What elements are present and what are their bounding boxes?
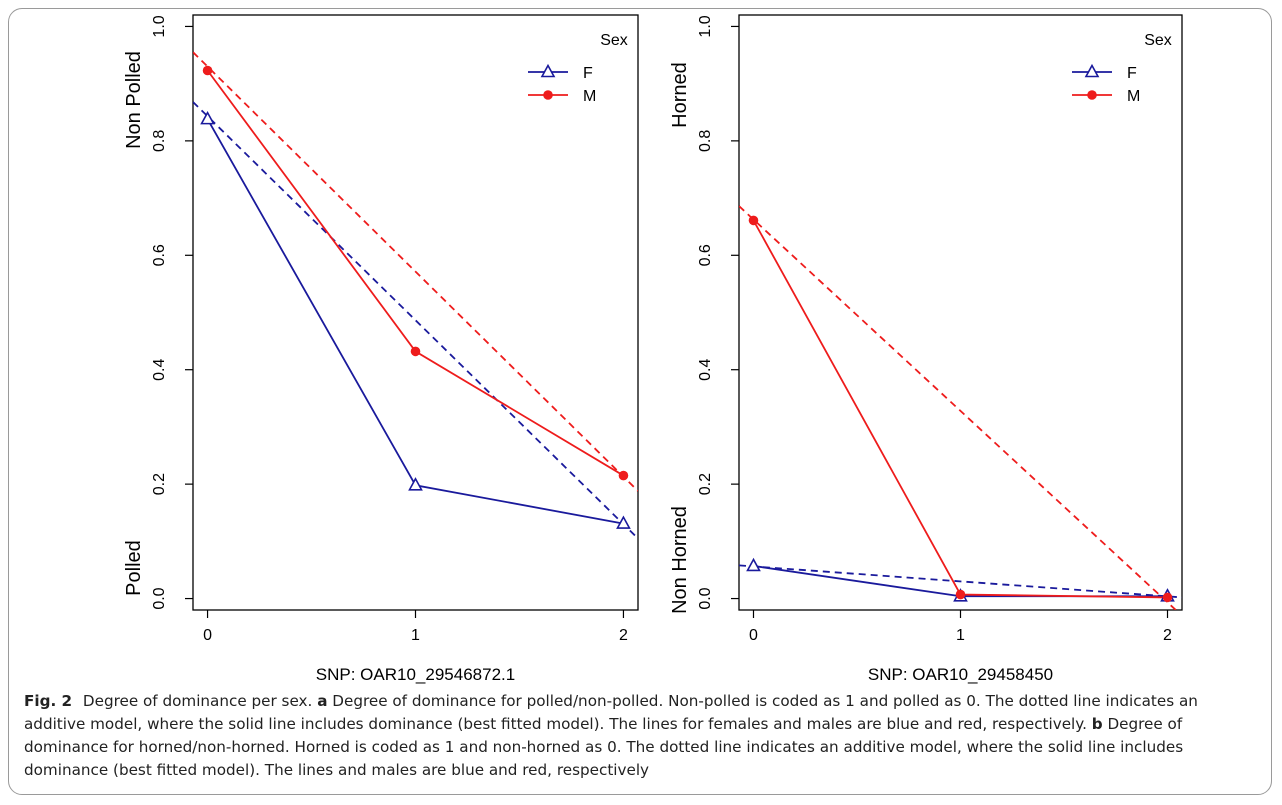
y-axis-label-top: Non Polled [123, 51, 145, 149]
data-point-m [1162, 592, 1173, 603]
caption-title: Degree of dominance per sex. [82, 692, 313, 710]
additive-line-m [739, 205, 1178, 610]
y-axis-label-top: Horned [669, 62, 691, 128]
legend-marker-m [1087, 90, 1097, 100]
legend-entry: F [1127, 65, 1137, 82]
data-point-m [202, 65, 213, 76]
legend-title: Sex [600, 32, 628, 49]
plot-area [739, 205, 1182, 610]
y-tick-label: 1.0 [151, 15, 168, 37]
figure-frame [8, 8, 1272, 795]
legend-entry: M [1127, 88, 1140, 105]
x-tick-label: 1 [956, 627, 965, 644]
data-point-f [746, 557, 761, 572]
y-axis-label-bottom: Non Horned [669, 506, 691, 614]
y-tick-label: 0.6 [697, 244, 714, 266]
x-axis-label: SNP: OAR10_29458450 [868, 665, 1053, 684]
figure-caption: Fig. 2 Degree of dominance per sex. a De… [24, 690, 1264, 782]
series-line-m [752, 219, 1168, 599]
caption-figure-label: Fig. 2 [24, 692, 73, 710]
caption-part-a-label: a [317, 692, 328, 710]
data-point-m [748, 215, 759, 226]
y-tick-label: 0.0 [151, 587, 168, 609]
data-point-m [618, 470, 629, 481]
x-tick-label: 2 [619, 627, 628, 644]
x-tick-label: 1 [411, 627, 420, 644]
caption-part-b-text: Degree of dominance for horned/non-horne… [24, 715, 1184, 779]
legend-entry: F [583, 65, 593, 82]
y-tick-label: 0.8 [697, 130, 714, 152]
plot-box [192, 14, 639, 611]
x-axis-label: SNP: OAR10_29546872.1 [316, 665, 515, 684]
y-tick-label: 0.8 [151, 130, 168, 152]
data-point-f [408, 477, 423, 491]
legend-marker-m [543, 90, 553, 100]
data-point-f [616, 515, 631, 529]
y-tick-label: 0.0 [697, 587, 714, 609]
y-axis-label-bottom: Polled [123, 540, 145, 596]
x-tick-label: 0 [749, 627, 758, 644]
legend-marker-f [540, 63, 556, 78]
y-tick-label: 0.4 [697, 358, 714, 380]
caption-part-a-text: Degree of dominance for polled/non-polle… [24, 692, 1198, 733]
legend-title: Sex [1144, 32, 1172, 49]
x-tick-label: 2 [1163, 627, 1172, 644]
figure-plots: 0.0 0.2 0.4 0.6 0.8 1.0 0 1 2 SNP: OAR10_29546872… [123, 14, 1183, 684]
data-point-m [410, 346, 421, 357]
plot-area [193, 51, 638, 540]
data-point-f [200, 110, 215, 125]
y-tick-label: 0.2 [697, 473, 714, 495]
panel-b: 0.0 0.2 0.4 0.6 0.8 1.0 0 1 2 SNP: OAR10_29458450… [669, 14, 1183, 684]
additive-line-f [739, 564, 1182, 599]
y-tick-label: 0.4 [151, 358, 168, 380]
y-tick-label: 0.2 [151, 473, 168, 495]
y-tick-label: 1.0 [697, 15, 714, 37]
panel-a: 0.0 0.2 0.4 0.6 0.8 1.0 0 1 2 SNP: OAR10_29546872… [123, 14, 639, 684]
legend-marker-f [1084, 63, 1100, 78]
additive-line-f [193, 101, 638, 540]
caption-part-b-label: b [1091, 715, 1103, 733]
legend-entry: M [583, 88, 596, 105]
y-tick-label: 0.6 [151, 244, 168, 266]
x-tick-label: 0 [203, 627, 212, 644]
additive-line-m [193, 51, 638, 492]
data-point-m [955, 589, 966, 600]
